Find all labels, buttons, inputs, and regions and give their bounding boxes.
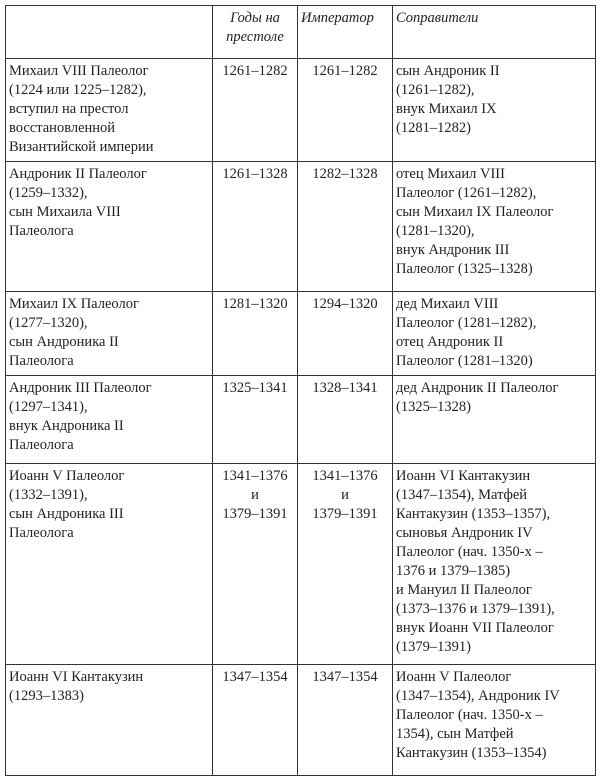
header-reign-years: Годы на престоле: [212, 5, 298, 59]
ruler-name-cell: Иоанн V Палеолог (1332–1391), сын Андрон…: [5, 463, 213, 665]
co-rulers-cell: Иоанн VI Кантакузин (1347–1354), Матфей …: [392, 463, 596, 665]
reign-years-cell: 1325–1341: [212, 375, 298, 464]
reign-years-cell: 1281–1320: [212, 291, 298, 376]
ruler-name-cell: Андроник III Палеолог (1297–1341), внук …: [5, 375, 213, 464]
emperor-years-cell: 1341–1376 и 1379–1391: [297, 463, 393, 665]
reign-years-cell: 1261–1282: [212, 58, 298, 162]
emperor-years-cell: 1328–1341: [297, 375, 393, 464]
table-row: Михаил IX Палеолог (1277–1320), сын Андр…: [5, 291, 596, 376]
table-row: Андроник II Палеолог (1259–1332), сын Ми…: [5, 161, 596, 292]
table-row: Иоанн VI Кантакузин (1293–1383) 1347–1354…: [5, 664, 596, 776]
table-row: Михаил VIII Палеолог (1224 или 1225–1282…: [5, 58, 596, 162]
emperors-table: Годы на престоле Император Соправители М…: [5, 5, 596, 776]
co-rulers-cell: отец Михаил VIII Палеолог (1261–1282), с…: [392, 161, 596, 292]
ruler-name-cell: Михаил VIII Палеолог (1224 или 1225–1282…: [5, 58, 213, 162]
emperor-years-cell: 1294–1320: [297, 291, 393, 376]
reign-years-cell: 1347–1354: [212, 664, 298, 776]
header-row: Годы на престоле Император Соправители: [5, 5, 596, 59]
reign-years-cell: 1341–1376 и 1379–1391: [212, 463, 298, 665]
header-emperor: Император: [297, 5, 393, 59]
header-name: [5, 5, 213, 59]
ruler-name-cell: Иоанн VI Кантакузин (1293–1383): [5, 664, 213, 776]
reign-years-cell: 1261–1328: [212, 161, 298, 292]
header-co-rulers: Соправители: [392, 5, 596, 59]
co-rulers-cell: дед Андроник II Палеолог (1325–1328): [392, 375, 596, 464]
emperor-years-cell: 1347–1354: [297, 664, 393, 776]
table-row: Иоанн V Палеолог (1332–1391), сын Андрон…: [5, 463, 596, 665]
ruler-name-cell: Андроник II Палеолог (1259–1332), сын Ми…: [5, 161, 213, 292]
co-rulers-cell: сын Андроник II (1261–1282), внук Михаил…: [392, 58, 596, 162]
emperor-years-cell: 1282–1328: [297, 161, 393, 292]
co-rulers-cell: дед Михаил VIII Палеолог (1281–1282), от…: [392, 291, 596, 376]
table-row: Андроник III Палеолог (1297–1341), внук …: [5, 375, 596, 464]
emperor-years-cell: 1261–1282: [297, 58, 393, 162]
co-rulers-cell: Иоанн V Палеолог (1347–1354), Андроник I…: [392, 664, 596, 776]
ruler-name-cell: Михаил IX Палеолог (1277–1320), сын Андр…: [5, 291, 213, 376]
